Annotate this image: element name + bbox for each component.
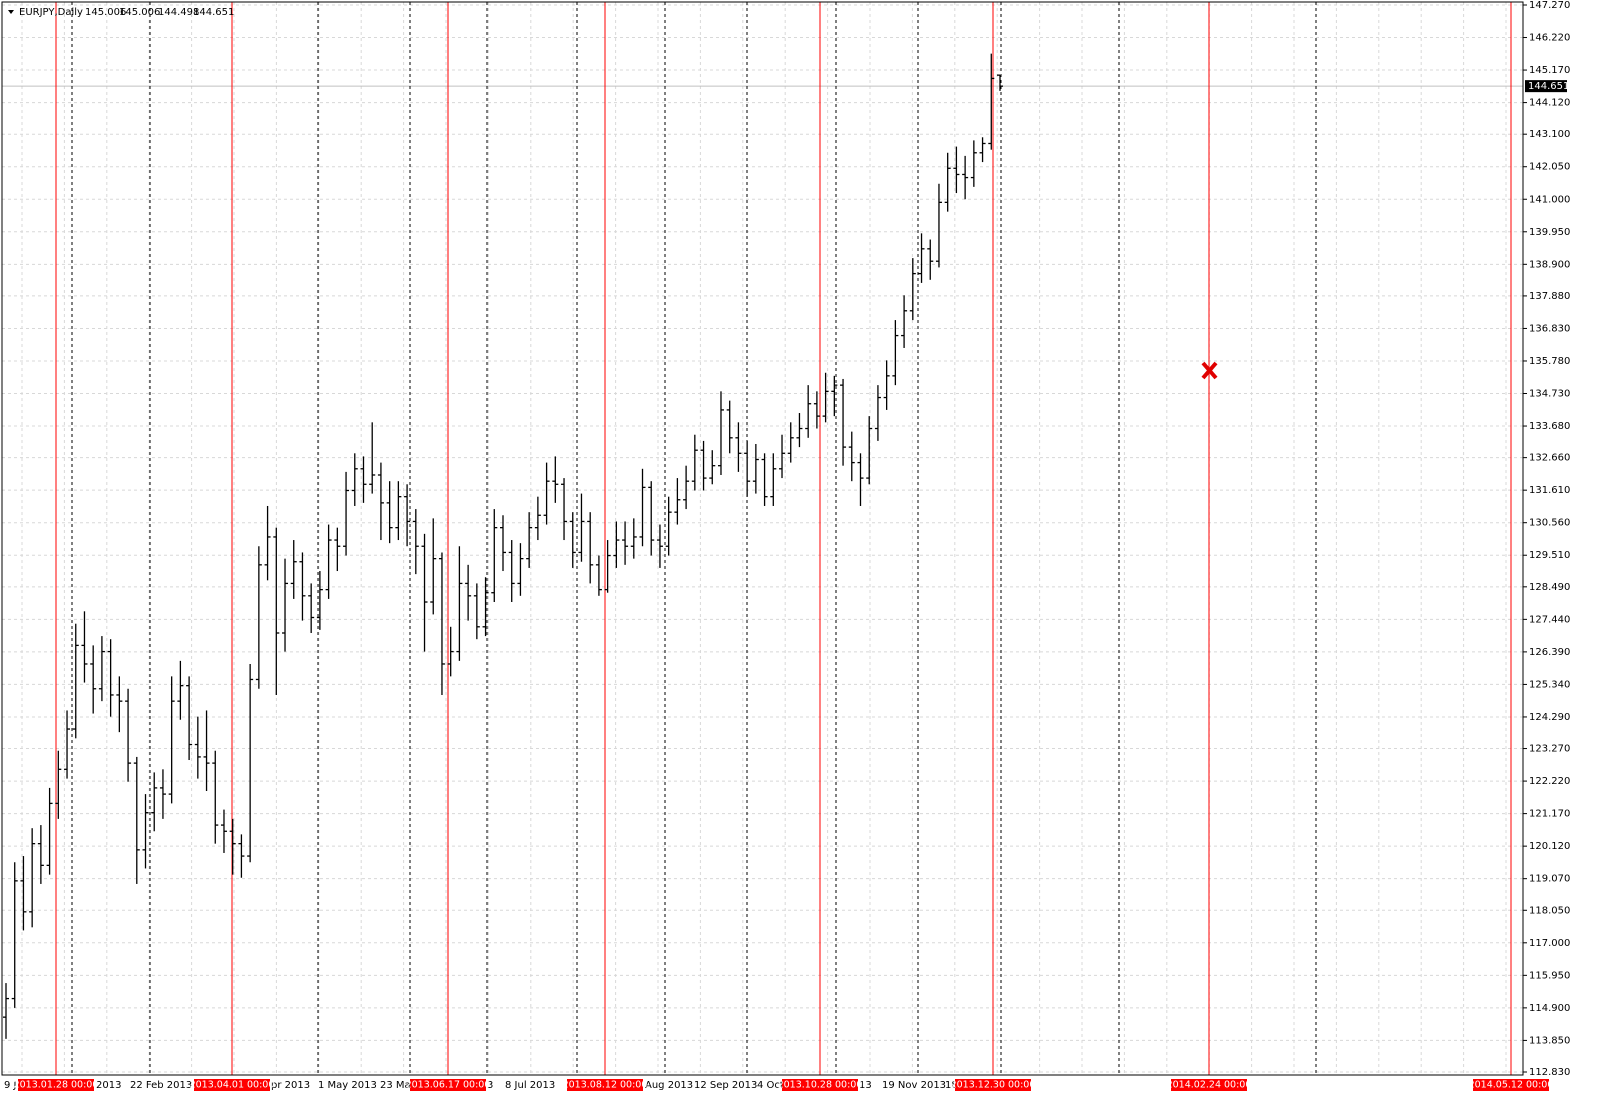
y-tick-label: 144.120	[1529, 98, 1570, 109]
vertical-line-label: 2013.08.12 00:00	[563, 1080, 648, 1091]
x-tick-label: 1 May 2013	[318, 1080, 377, 1091]
y-tick-label: 125.340	[1529, 679, 1570, 690]
vertical-line-label-box	[18, 1079, 94, 1091]
menu-arrow	[8, 10, 14, 14]
y-tick-label: 131.610	[1529, 485, 1570, 496]
y-tick-label: 127.440	[1529, 614, 1570, 625]
y-tick-label: 121.170	[1529, 809, 1570, 820]
header-high: 145.006	[119, 7, 160, 18]
header: EURJPY,Daily 145.006 145.006 144.498 144…	[8, 7, 234, 18]
vertical-line-label: 2013.01.28 00:00	[14, 1080, 99, 1091]
y-tick-label: 137.880	[1529, 291, 1570, 302]
y-tick-label: 129.510	[1529, 550, 1570, 561]
x-tick-label: 13	[859, 1080, 872, 1091]
y-tick-label: 132.660	[1529, 453, 1570, 464]
x-tick-label: 9 J	[4, 1080, 17, 1091]
last-price-label: 144.651	[1528, 81, 1569, 92]
x-tick-label: pr 2013	[271, 1080, 310, 1091]
y-tick-label: 112.830	[1529, 1067, 1570, 1078]
y-tick-label: 122.220	[1529, 776, 1570, 787]
x-tick-label: 2013	[96, 1080, 121, 1091]
y-tick-label: 143.100	[1529, 129, 1570, 140]
y-tick-label: 118.050	[1529, 905, 1570, 916]
vertical-line-label-box	[955, 1079, 1031, 1091]
vertical-line-label: 2013.10.28 00:00	[778, 1080, 863, 1091]
y-tick-label: 133.680	[1529, 421, 1570, 432]
y-tick-label: 130.560	[1529, 518, 1570, 529]
y-tick-label: 141.000	[1529, 194, 1570, 205]
vertical-lines	[55, 2, 1512, 1075]
header-close: 144.651	[193, 7, 234, 18]
y-tick-label: 136.830	[1529, 323, 1570, 334]
x-tick-label: 23 Ma	[380, 1080, 411, 1091]
x-tick-label: 18	[945, 1080, 958, 1091]
y-tick-label: 145.170	[1529, 65, 1570, 76]
header-low: 144.498	[158, 7, 199, 18]
bars	[3, 53, 1003, 1039]
y-tick-label: 114.900	[1529, 1003, 1570, 1014]
y-tick-label: 135.780	[1529, 356, 1570, 367]
y-tick-label: 147.270	[1529, 0, 1570, 11]
plot-frame	[1, 1, 1524, 1076]
vertical-line-label-box	[1473, 1079, 1549, 1091]
y-tick-label: 119.070	[1529, 874, 1570, 885]
y-tick-label: 113.850	[1529, 1035, 1570, 1046]
y-tick-label: 115.950	[1529, 970, 1570, 981]
y-tick-label: 117.000	[1529, 938, 1570, 949]
vertical-line-label-box	[410, 1079, 486, 1091]
x-tick-label: 3	[487, 1080, 493, 1091]
y-tick-label: 126.390	[1529, 647, 1570, 658]
x-tick-label: 19 Nov 2013	[882, 1080, 946, 1091]
vertical-line-label: 2013.12.30 00:00	[951, 1080, 1036, 1091]
vertical-line-label: 2013.04.01 00:00	[190, 1080, 275, 1091]
vertical-line-label-box	[1171, 1079, 1247, 1091]
y-tick-label: 128.490	[1529, 582, 1570, 593]
header-open: 145.006	[85, 7, 126, 18]
marker-stroke	[1201, 361, 1218, 380]
x-tick-label: 12 Sep 2013	[694, 1080, 757, 1091]
y-tick-label: 146.220	[1529, 33, 1570, 44]
x-tick-label: 4 Oct	[757, 1080, 784, 1091]
y-tick-label: 134.730	[1529, 389, 1570, 400]
marker-x	[1201, 361, 1218, 380]
y-tick-label: 138.900	[1529, 259, 1570, 270]
y-tick-label: 120.120	[1529, 841, 1570, 852]
last-price-box	[1525, 80, 1567, 93]
y-tick-label: 139.950	[1529, 227, 1570, 238]
x-tick-label: Aug 2013	[645, 1080, 693, 1091]
vertical-line-label: 2014.05.12 00:00	[1469, 1080, 1554, 1091]
x-tick-label: 8 Jul 2013	[505, 1080, 555, 1091]
axes: 147.270 146.220 145.170 144.120 143.100 142.0…	[4, 0, 1570, 1091]
vertical-line-label: 2013.06.17 00:00	[406, 1080, 491, 1091]
vertical-line-label-box	[782, 1079, 858, 1091]
y-tick-label: 124.290	[1529, 712, 1570, 723]
vertical-line-label-box	[194, 1079, 270, 1091]
grid	[2, 2, 1523, 1075]
x-tick-label: 22 Feb 2013	[130, 1080, 192, 1091]
vertical-line-label: 2014.02.24 00:00	[1167, 1080, 1252, 1091]
y-tick-label: 123.270	[1529, 744, 1570, 755]
y-tick-label: 142.050	[1529, 162, 1570, 173]
vertical-line-label-box	[567, 1079, 643, 1091]
chart-title: EURJPY,Daily	[19, 7, 83, 18]
